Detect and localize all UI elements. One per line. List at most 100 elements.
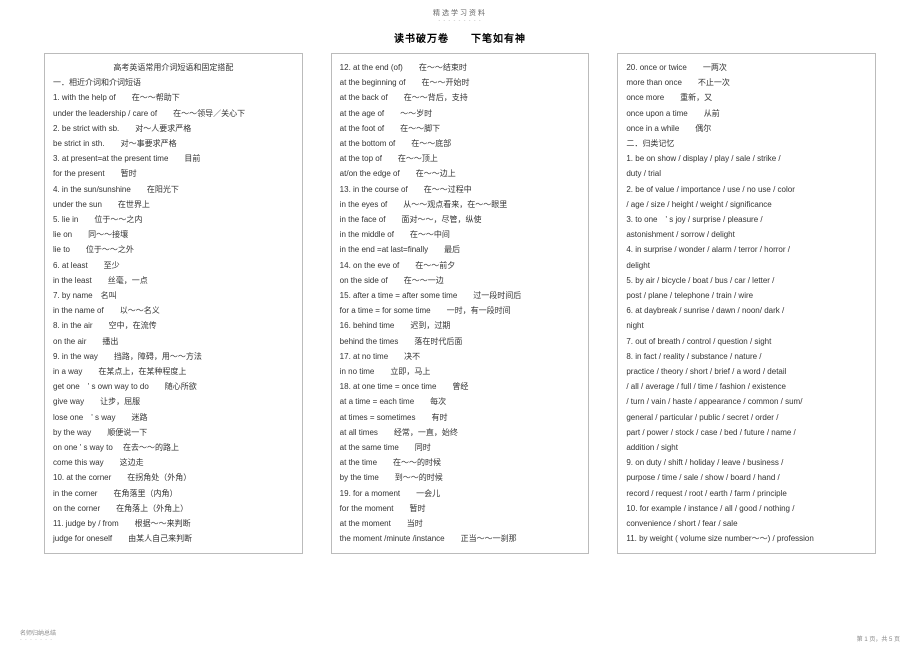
text-line: 3. to one ' s joy / surprise / pleasure … — [626, 212, 867, 227]
text-line: 16. behind time 迟到，过期 — [340, 318, 581, 333]
text-line: part / power / stock / case / bed / futu… — [626, 425, 867, 440]
text-line: 19. for a moment 一会儿 — [340, 486, 581, 501]
text-line: at the time 在～～的时候 — [340, 455, 581, 470]
text-line: judge for oneself 由某人自己来判断 — [53, 531, 294, 546]
text-line: at times = sometimes 有时 — [340, 410, 581, 425]
text-line: for a time = for some time 一时，有一段时间 — [340, 303, 581, 318]
text-line: / age / size / height / weight / signifi… — [626, 197, 867, 212]
text-line: once more 重新，又 — [626, 90, 867, 105]
text-line: by the way 顺便说一下 — [53, 425, 294, 440]
text-line: 4. in surprise / wonder / alarm / terror… — [626, 242, 867, 257]
text-line: 12. at the end (of) 在～～结束时 — [340, 60, 581, 75]
text-line: in a way 在某点上，在某种程度上 — [53, 364, 294, 379]
footer-left: 名师归纳总结 - - - - - - - — [20, 628, 56, 643]
text-line: in the name of 以～～名义 — [53, 303, 294, 318]
column-2: 12. at the end (of) 在～～结束时at the beginni… — [331, 53, 590, 554]
text-line: at a time = each time 每次 — [340, 394, 581, 409]
footer-right: 第 1 页，共 5 页 — [857, 634, 900, 643]
text-line: 10. at the corner 在拐角处（外角） — [53, 470, 294, 485]
text-line: / all / average / full / time / fashion … — [626, 379, 867, 394]
text-line: night — [626, 318, 867, 333]
text-line: at the foot of 在～～脚下 — [340, 121, 581, 136]
text-line: post / plane / telephone / train / wire — [626, 288, 867, 303]
text-line: under the sun 在世界上 — [53, 197, 294, 212]
text-line: 20. once or twice 一两次 — [626, 60, 867, 75]
text-line: 6. at daybreak / sunrise / dawn / noon/ … — [626, 303, 867, 318]
text-line: once upon a time 从前 — [626, 106, 867, 121]
text-line: at all times 经常，一直，始终 — [340, 425, 581, 440]
col2-body: 12. at the end (of) 在～～结束时at the beginni… — [340, 60, 581, 547]
text-line: 8. in the air 空中，在流传 — [53, 318, 294, 333]
text-line: at the bottom of 在～～底部 — [340, 136, 581, 151]
text-line: in the corner 在角落里（内角） — [53, 486, 294, 501]
text-line: under the leadership / care of 在～～领导／关心下 — [53, 106, 294, 121]
text-line: at/on the edge of 在～～边上 — [340, 166, 581, 181]
text-line: behind the times 落在时代后面 — [340, 334, 581, 349]
text-line: duty / trial — [626, 166, 867, 181]
text-line: the moment /minute /instance 正当～～一刹那 — [340, 531, 581, 546]
text-line: 10. for example / instance / all / good … — [626, 501, 867, 516]
text-line: 1. with the help of 在～～帮助下 — [53, 90, 294, 105]
text-line: be strict in sth. 对～事要求严格 — [53, 136, 294, 151]
column-1: 高考英语常用介词短语和固定搭配 一．相近介词和介词短语1. with the h… — [44, 53, 303, 554]
text-line: 5. lie in 位于～～之内 — [53, 212, 294, 227]
text-line: at the back of 在～～背后，支持 — [340, 90, 581, 105]
text-line: 2. be of value / importance / use / no u… — [626, 182, 867, 197]
text-line: 5. by air / bicycle / boat / bus / car /… — [626, 273, 867, 288]
text-line: 6. at least 至少 — [53, 258, 294, 273]
text-line: 一．相近介词和介词短语 — [53, 75, 294, 90]
text-line: on one ' s way to 在去～～的路上 — [53, 440, 294, 455]
col1-body: 一．相近介词和介词短语1. with the help of 在～～帮助下und… — [53, 75, 294, 546]
column-3: 20. once or twice 一两次more than once 不止一次… — [617, 53, 876, 554]
header-note: 精选学习资料 — [0, 0, 920, 18]
text-line: 13. in the course of 在～～过程中 — [340, 182, 581, 197]
text-line: more than once 不止一次 — [626, 75, 867, 90]
text-line: in the least 丝毫，一点 — [53, 273, 294, 288]
text-line: 2. be strict with sb. 对～人要求严格 — [53, 121, 294, 136]
text-line: get one ' s own way to do 随心所欲 — [53, 379, 294, 394]
text-line: 14. on the eve of 在～～前夕 — [340, 258, 581, 273]
text-line: for the moment 暂时 — [340, 501, 581, 516]
text-line: for the present 暂时 — [53, 166, 294, 181]
text-line: on the side of 在～～一边 — [340, 273, 581, 288]
text-line: record / request / root / earth / farm /… — [626, 486, 867, 501]
text-line: 8. in fact / reality / substance / natur… — [626, 349, 867, 364]
text-line: in the eyes of 从～～观点看来，在～～眼里 — [340, 197, 581, 212]
text-line: in the middle of 在～～中间 — [340, 227, 581, 242]
content-columns: 高考英语常用介词短语和固定搭配 一．相近介词和介词短语1. with the h… — [0, 53, 920, 554]
text-line: 3. at present=at the present time 目前 — [53, 151, 294, 166]
text-line: lie on 同～～接壤 — [53, 227, 294, 242]
text-line: 11. judge by / from 根据～～来判断 — [53, 516, 294, 531]
text-line: astonishment / sorrow / delight — [626, 227, 867, 242]
text-line: in the end =at last=finally 最后 — [340, 242, 581, 257]
text-line: at the same time 同时 — [340, 440, 581, 455]
header-dots: - - - - - - - - - — [0, 18, 920, 24]
text-line: convenience / short / fear / sale — [626, 516, 867, 531]
text-line: 1. be on show / display / play / sale / … — [626, 151, 867, 166]
page-title: 读书破万卷 下笔如有神 — [0, 30, 920, 45]
text-line: in the face of 面对～～，尽管，纵使 — [340, 212, 581, 227]
text-line: 7. by name 名叫 — [53, 288, 294, 303]
text-line: give way 让步，屈服 — [53, 394, 294, 409]
col1-heading: 高考英语常用介词短语和固定搭配 — [53, 60, 294, 75]
text-line: once in a while 偶尔 — [626, 121, 867, 136]
text-line: in no time 立即，马上 — [340, 364, 581, 379]
text-line: at the top of 在～～顶上 — [340, 151, 581, 166]
text-line: 11. by weight ( volume size number～～) / … — [626, 531, 867, 546]
text-line: / turn / vain / haste / appearance / com… — [626, 394, 867, 409]
text-line: general / particular / public / secret /… — [626, 410, 867, 425]
text-line: 18. at one time = once time 曾经 — [340, 379, 581, 394]
text-line: at the age of ～～岁时 — [340, 106, 581, 121]
text-line: come this way 这边走 — [53, 455, 294, 470]
text-line: lose one ' s way 迷路 — [53, 410, 294, 425]
text-line: 9. in the way 挡路，障碍，用～～方法 — [53, 349, 294, 364]
text-line: purpose / time / sale / show / board / h… — [626, 470, 867, 485]
text-line: by the time 到～～的时候 — [340, 470, 581, 485]
text-line: practice / theory / short / brief / a wo… — [626, 364, 867, 379]
col3-body: 20. once or twice 一两次more than once 不止一次… — [626, 60, 867, 547]
text-line: 9. on duty / shift / holiday / leave / b… — [626, 455, 867, 470]
text-line: at the beginning of 在～～开始时 — [340, 75, 581, 90]
text-line: 4. in the sun/sunshine 在阳光下 — [53, 182, 294, 197]
text-line: delight — [626, 258, 867, 273]
text-line: on the air 播出 — [53, 334, 294, 349]
